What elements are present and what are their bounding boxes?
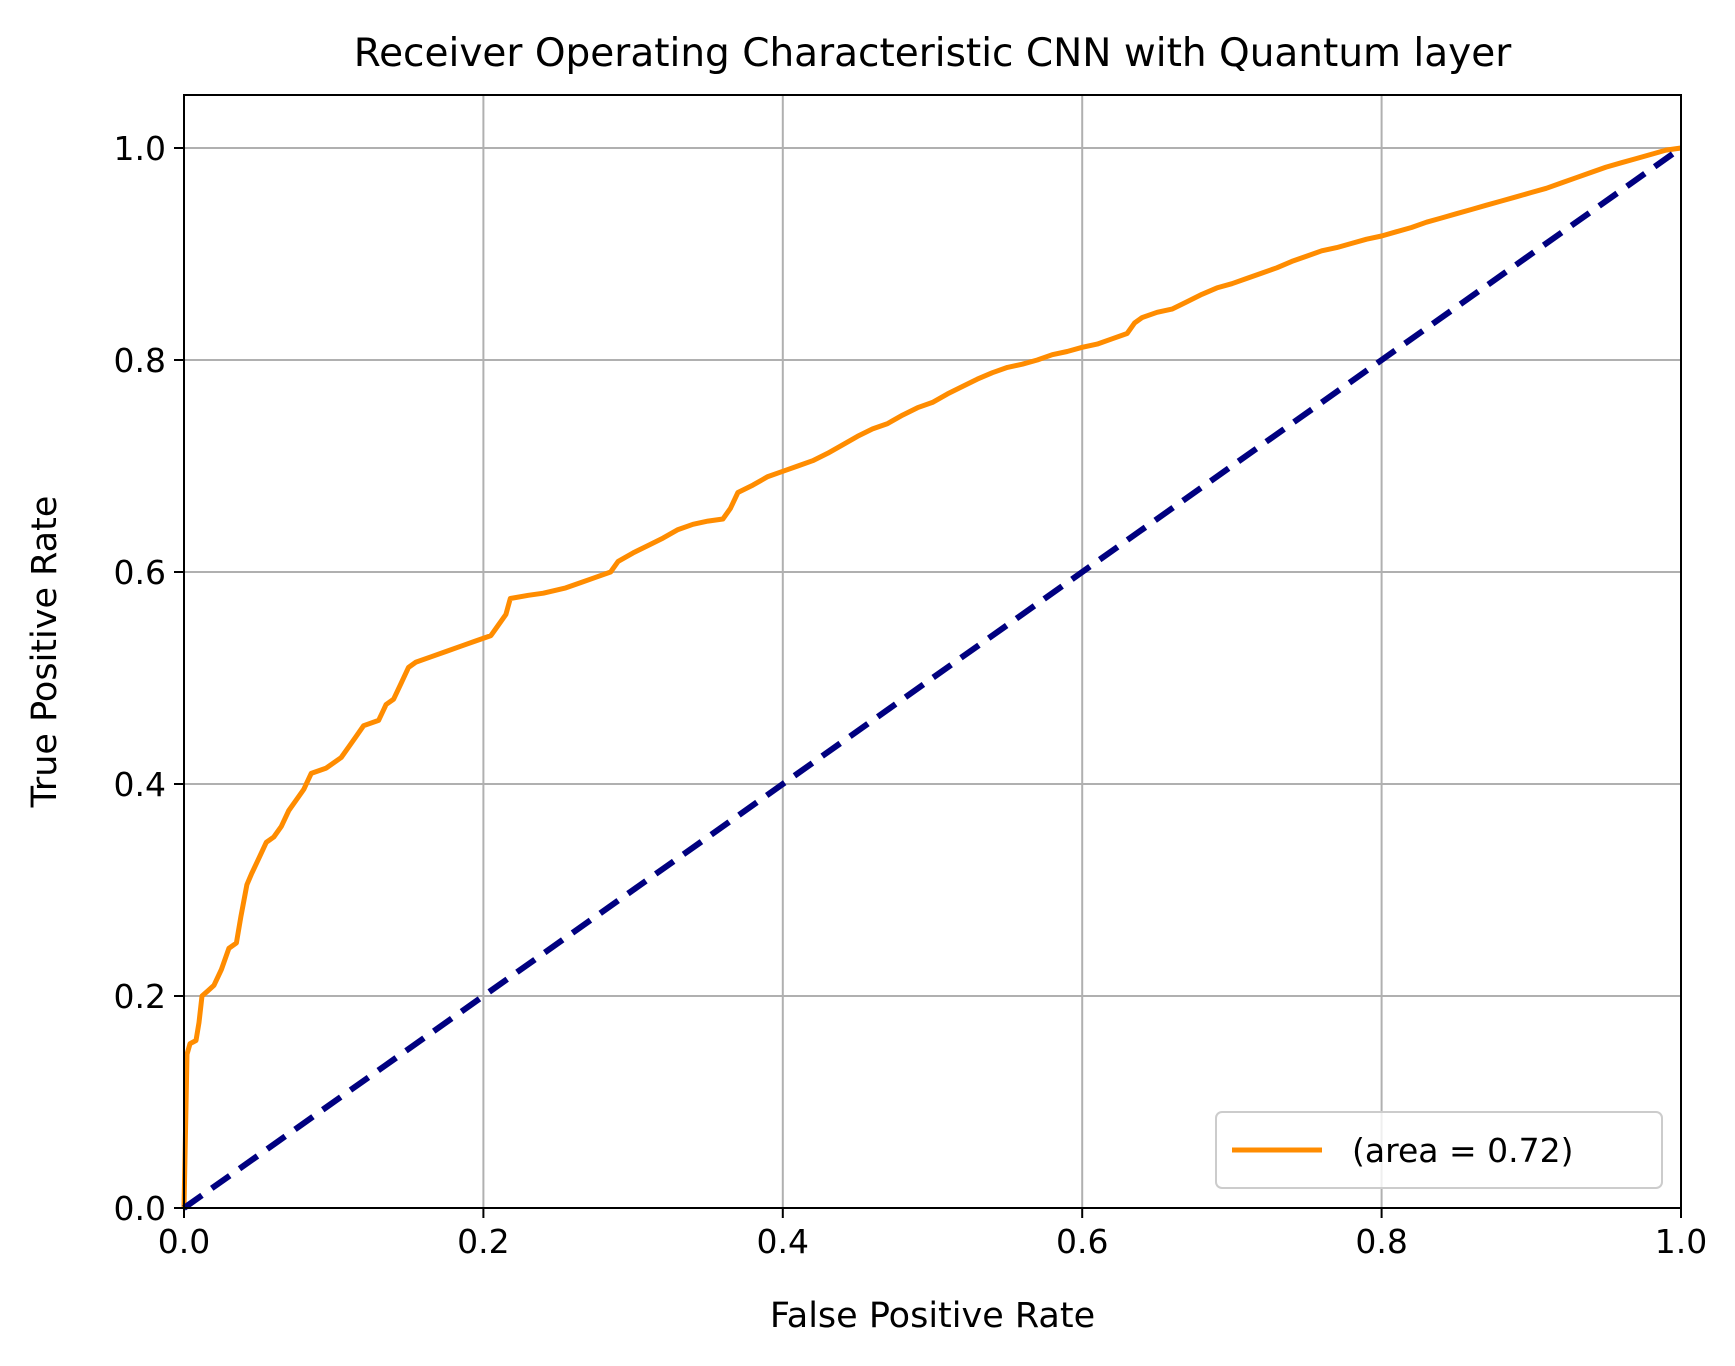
x-tick-label: 0.4: [757, 1222, 809, 1261]
legend: (area = 0.72): [1215, 1111, 1663, 1189]
x-axis-label: False Positive Rate: [770, 1296, 1095, 1336]
x-tick-label: 0.8: [1355, 1222, 1407, 1261]
y-tick-label: 0.4: [114, 765, 166, 804]
legend-box: [1215, 1111, 1663, 1189]
y-tick-label: 0.8: [114, 341, 166, 380]
chart-title: Receiver Operating Characteristic CNN wi…: [354, 31, 1513, 76]
roc-curve-line: [181, 145, 1682, 1209]
y-tick-label: 0.2: [114, 977, 166, 1016]
grid: [183, 95, 1682, 1209]
x-tick-label: 0.2: [457, 1222, 509, 1261]
series-layer: [181, 145, 1683, 1211]
y-tick-label: 0.6: [114, 553, 166, 592]
x-tick-label: 0.0: [158, 1222, 210, 1261]
y-tick-label: 0.0: [114, 1189, 166, 1228]
ticks: 0.0 0.2 0.4 0.6 0.8 1.0 0.0 0.2 0.4 0.6 0.8 1.0: [114, 129, 1708, 1261]
plot-frame: [183, 94, 1682, 1209]
y-axis-label: True Positive Rate: [25, 496, 65, 809]
y-tick-label: 1.0: [114, 129, 166, 168]
x-tick-label: 1.0: [1655, 1222, 1707, 1261]
x-tick-label: 0.6: [1056, 1222, 1108, 1261]
legend-label: (area = 0.72): [1352, 1131, 1573, 1170]
